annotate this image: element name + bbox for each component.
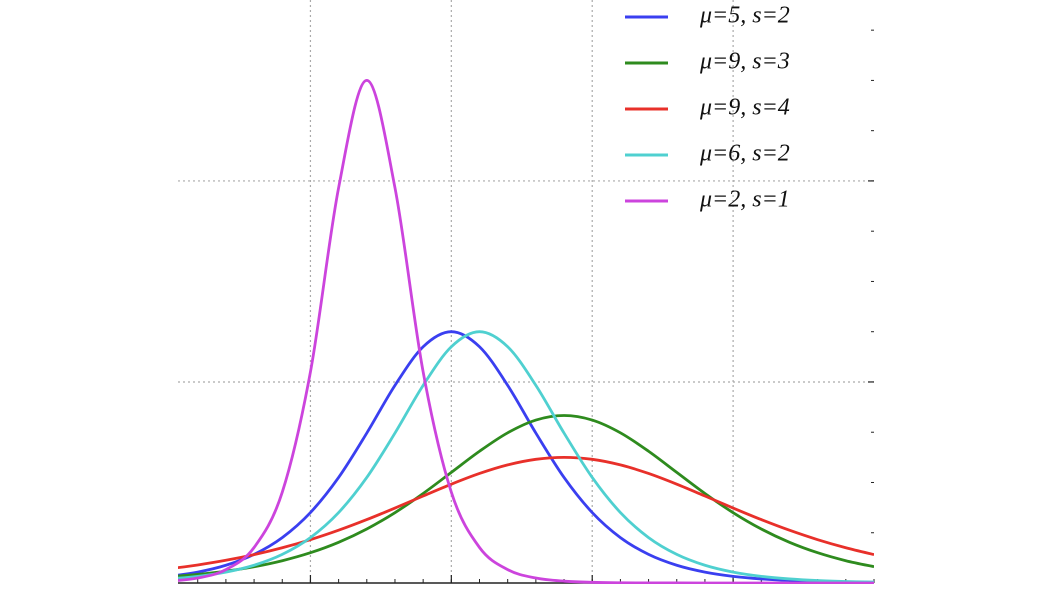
series-line <box>178 330 874 584</box>
legend-label: μ=2, s=1 <box>699 187 790 213</box>
series-line <box>178 455 874 570</box>
series-line <box>178 330 874 584</box>
plot-area <box>178 79 874 584</box>
legend-label: μ=5, s=2 <box>699 3 790 29</box>
legend: μ=5, s=2 μ=9, s=3 μ=9, s=4 μ=6, s=2 μ=2, s=1 <box>625 3 790 213</box>
series-line <box>178 79 874 584</box>
legend-label: μ=9, s=4 <box>699 95 790 121</box>
legend-label: μ=9, s=3 <box>699 49 790 75</box>
series-line <box>178 414 874 578</box>
legend-label: μ=6, s=2 <box>699 141 790 167</box>
